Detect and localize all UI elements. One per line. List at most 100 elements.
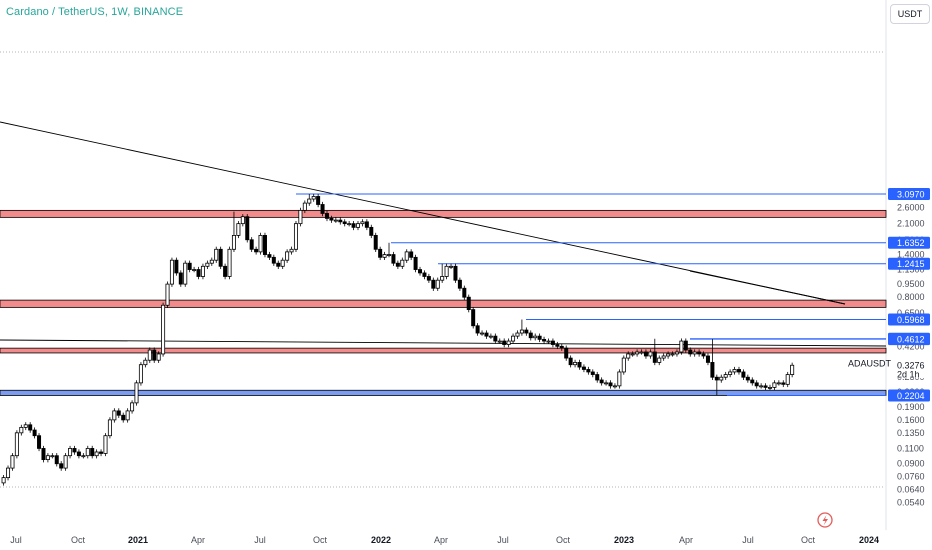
candle-body-56 bbox=[249, 239, 254, 250]
time-tick-label: 2024 bbox=[859, 535, 879, 545]
candle-body-65 bbox=[289, 248, 294, 253]
candle-body-144 bbox=[639, 351, 644, 354]
currency-button[interactable]: USDT bbox=[890, 4, 930, 24]
candle-body-10 bbox=[45, 455, 50, 461]
candle-body-141 bbox=[626, 353, 631, 359]
candle-body-76 bbox=[338, 219, 343, 223]
candle-body-106 bbox=[471, 309, 476, 327]
candle-body-177 bbox=[785, 374, 790, 385]
candle-body-6 bbox=[28, 424, 33, 431]
candle-body-43 bbox=[192, 269, 197, 271]
candle-body-74 bbox=[329, 217, 334, 221]
candle-body-42 bbox=[187, 262, 192, 270]
candle-body-138 bbox=[612, 385, 617, 388]
candle-body-81 bbox=[360, 221, 365, 225]
candle-body-120 bbox=[533, 335, 538, 339]
candle-body-131 bbox=[581, 366, 586, 370]
candle-body-12 bbox=[54, 455, 59, 465]
price-axis[interactable]: 2.60002.10001.70001.40001.15000.95000.80… bbox=[888, 188, 930, 508]
resistance-zone-0 bbox=[0, 209, 887, 218]
candle-body-112 bbox=[497, 340, 502, 343]
candle-body-78 bbox=[347, 223, 352, 226]
time-tick-label: Jul bbox=[497, 535, 509, 545]
candle-body-67 bbox=[298, 209, 303, 225]
candle-body-150 bbox=[666, 353, 671, 357]
candle-body-20 bbox=[90, 448, 95, 457]
candle-body-90 bbox=[400, 259, 405, 267]
chart-title: Cardano / TetherUS, 1W, BINANCE bbox=[6, 6, 184, 18]
trendlines-layer bbox=[0, 121, 887, 347]
candle-body-125 bbox=[555, 344, 560, 347]
candle-body-135 bbox=[599, 379, 604, 384]
price-tick-label: 2.6000 bbox=[897, 202, 925, 212]
candle-body-82 bbox=[364, 221, 369, 228]
candle-body-63 bbox=[280, 259, 285, 267]
candle-body-68 bbox=[302, 202, 307, 211]
candle-body-40 bbox=[178, 272, 183, 285]
candle-body-143 bbox=[635, 351, 640, 355]
resistance-zone-2 bbox=[0, 347, 887, 354]
candle-body-7 bbox=[32, 429, 37, 437]
candle-body-23 bbox=[103, 435, 108, 454]
price-level-badge bbox=[888, 389, 930, 402]
time-tick-label: Apr bbox=[679, 535, 693, 545]
resistance-zone-1 bbox=[0, 299, 887, 308]
price-level-label: 1.6352 bbox=[897, 238, 925, 248]
support-trendline bbox=[0, 339, 887, 347]
candle-body-117 bbox=[519, 329, 524, 334]
candle-body-161 bbox=[714, 376, 719, 381]
candle-body-173 bbox=[767, 387, 772, 389]
candle-body-83 bbox=[369, 226, 374, 236]
candle-body-70 bbox=[311, 196, 316, 200]
candle-body-171 bbox=[759, 385, 764, 388]
time-tick-label: 2021 bbox=[128, 535, 148, 545]
candle-body-3 bbox=[14, 432, 19, 457]
candle-body-29 bbox=[130, 402, 135, 412]
candle-body-34 bbox=[152, 349, 157, 361]
time-tick-label: Apr bbox=[191, 535, 205, 545]
support-zone-3 bbox=[0, 389, 887, 396]
candle-body-80 bbox=[355, 223, 360, 228]
candle-body-133 bbox=[590, 371, 595, 375]
candle-body-108 bbox=[480, 332, 485, 335]
candle-body-114 bbox=[506, 340, 511, 345]
candle-body-88 bbox=[391, 254, 396, 264]
candle-body-132 bbox=[586, 369, 591, 373]
candle-body-105 bbox=[466, 296, 471, 310]
price-tick-label: 1.4000 bbox=[897, 250, 925, 260]
price-tick-label: 0.1900 bbox=[897, 402, 925, 412]
candle-body-17 bbox=[76, 451, 81, 457]
candle-body-36 bbox=[161, 304, 166, 355]
candle-body-64 bbox=[285, 251, 290, 261]
candle-body-55 bbox=[245, 216, 250, 241]
price-level-label: 1.2415 bbox=[897, 259, 925, 269]
price-tick-label: 0.0540 bbox=[897, 498, 925, 508]
candle-body-71 bbox=[316, 196, 321, 205]
price-level-badge bbox=[888, 236, 930, 249]
candle-body-178 bbox=[790, 364, 795, 375]
candle-body-99 bbox=[440, 276, 445, 281]
time-tick-label: Oct bbox=[801, 535, 816, 545]
price-tick-label: 0.0760 bbox=[897, 472, 925, 482]
trendline-segment bbox=[689, 270, 846, 305]
candle-body-136 bbox=[604, 382, 609, 385]
candle-body-129 bbox=[573, 362, 578, 366]
time-axis[interactable]: Jul Oct 2021 Apr Jul Oct 2022 Apr Jul Oct 2023 Apr J… bbox=[10, 535, 879, 545]
candle-body-170 bbox=[754, 382, 759, 387]
candle-body-122 bbox=[542, 338, 547, 342]
price-level-badge bbox=[888, 257, 930, 270]
candle-body-166 bbox=[736, 369, 741, 373]
zones-layer bbox=[0, 209, 887, 396]
candle-body-153 bbox=[679, 340, 684, 353]
candle-body-86 bbox=[382, 254, 387, 258]
candle-body-69 bbox=[307, 198, 312, 204]
lightning-icon[interactable] bbox=[817, 512, 833, 528]
candle-body-110 bbox=[488, 335, 493, 338]
candle-body-2 bbox=[10, 455, 15, 469]
candle-body-94 bbox=[418, 269, 423, 274]
price-level-label: 0.4612 bbox=[897, 334, 925, 344]
price-tick-label: 0.1600 bbox=[897, 415, 925, 425]
candle-body-11 bbox=[50, 455, 55, 458]
candle-body-28 bbox=[125, 410, 130, 421]
